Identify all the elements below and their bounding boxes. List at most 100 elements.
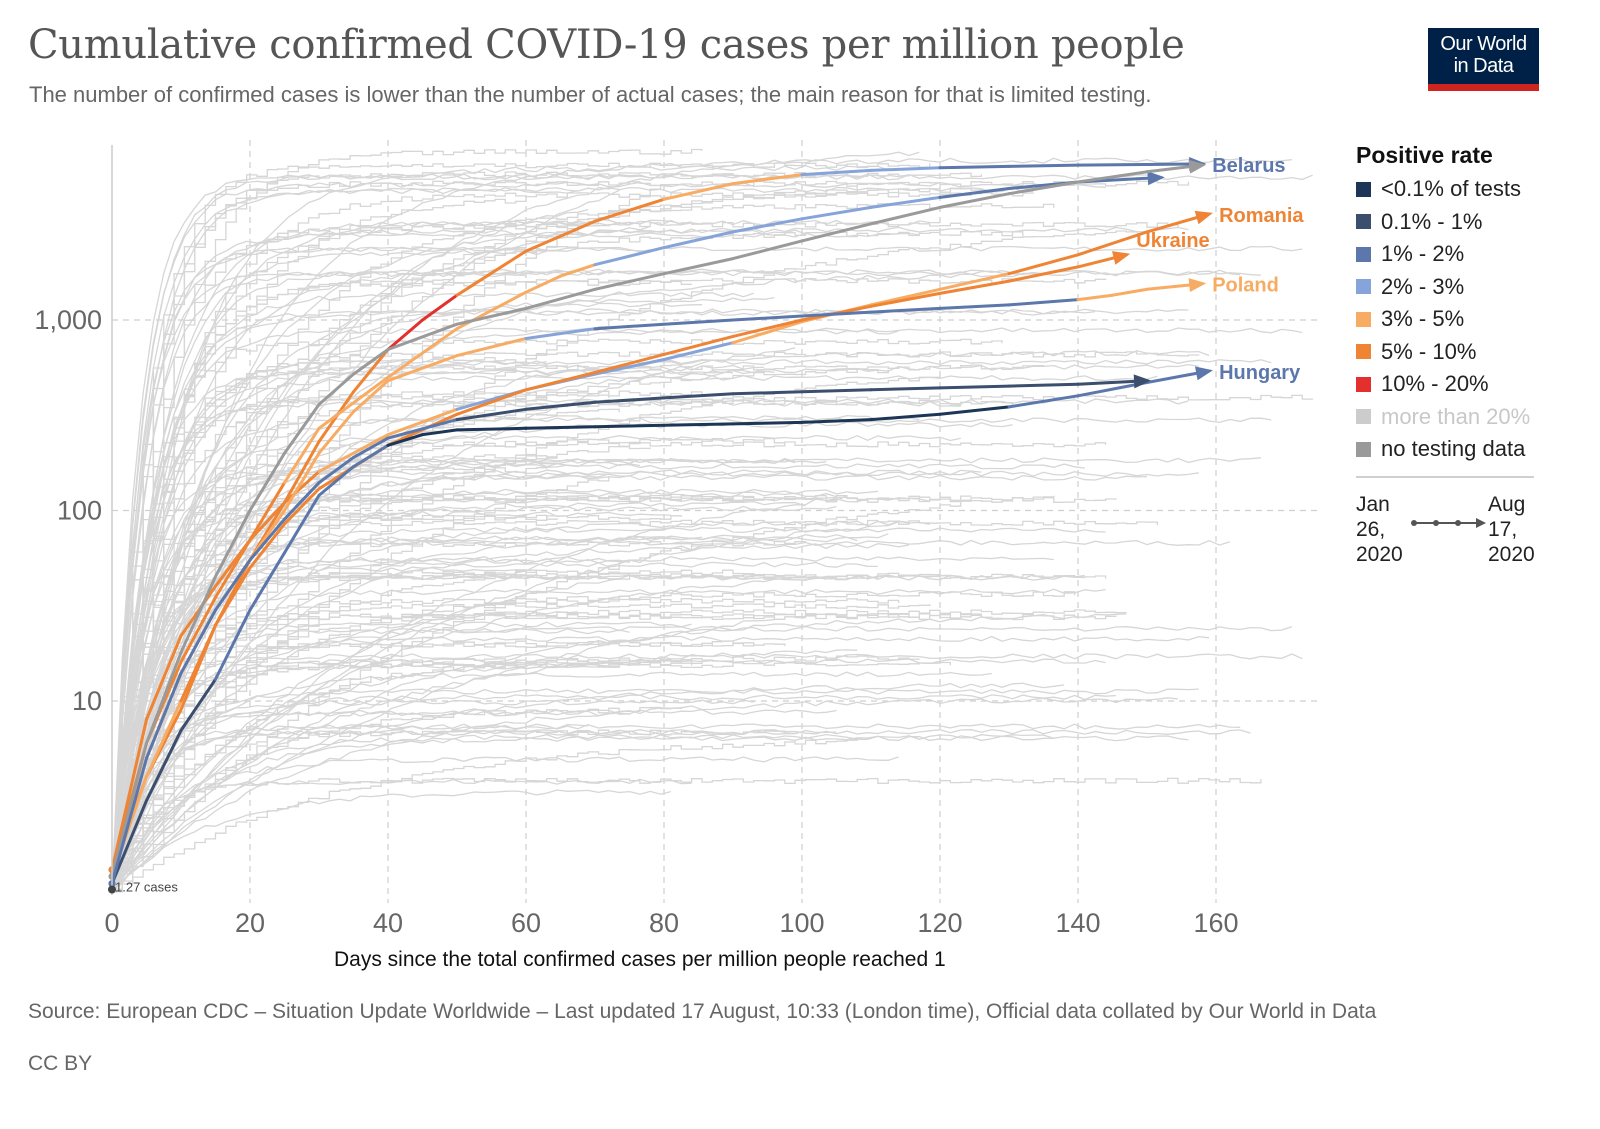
- background-country-line: [112, 280, 693, 893]
- background-country-line: [112, 466, 548, 891]
- series-segment: [386, 418, 459, 440]
- series-segment: [1007, 163, 1080, 168]
- background-country-line: [112, 162, 931, 893]
- background-country-line: [111, 778, 692, 892]
- series-label-romania[interactable]: Romania: [1219, 205, 1304, 227]
- series-segment: [731, 314, 804, 322]
- background-country-line: [111, 374, 1158, 892]
- background-country-line: [111, 369, 734, 892]
- background-country-line: [112, 230, 1024, 893]
- legend-item[interactable]: more than 20%: [1356, 401, 1546, 434]
- timeline-start-date[interactable]: Jan 26, 2020: [1356, 492, 1403, 566]
- background-country-line: [111, 649, 858, 892]
- background-country-line: [112, 394, 1314, 893]
- background-country-line: [111, 469, 982, 892]
- legend-item[interactable]: 2% - 3%: [1356, 271, 1546, 304]
- series-segment: [800, 388, 873, 394]
- series-segment: [283, 451, 321, 512]
- background-country-line: [111, 291, 754, 892]
- legend-item[interactable]: no testing data: [1356, 433, 1546, 466]
- series-label-belarus[interactable]: Belarus: [1212, 155, 1285, 177]
- background-country-line: [111, 270, 1261, 892]
- series-segment: [283, 487, 321, 526]
- background-country-line: [111, 756, 899, 892]
- legend-item[interactable]: 10% - 20%: [1356, 368, 1546, 401]
- series-segment: [386, 433, 424, 447]
- series-segment: [386, 318, 424, 351]
- background-country-line: [111, 578, 620, 892]
- timeline-end-date[interactable]: Aug 17, 2020: [1488, 492, 1535, 566]
- background-country-line: [111, 327, 1303, 892]
- background-country-line: [112, 224, 579, 890]
- legend-swatch: [1356, 181, 1371, 197]
- background-country-line: [112, 408, 620, 893]
- series-segment: [662, 334, 735, 356]
- background-country-line: [111, 663, 620, 890]
- series-segment: [283, 440, 321, 505]
- series-segment: [938, 187, 1011, 199]
- series-segment: [731, 320, 804, 345]
- background-country-line: [111, 576, 827, 891]
- series-segment: [593, 246, 666, 267]
- legend-item[interactable]: 3% - 5%: [1356, 303, 1546, 336]
- series-segment: [869, 205, 942, 226]
- license-note: CC BY: [28, 1052, 93, 1075]
- background-country-line: [112, 180, 1190, 893]
- background-country-line: [111, 457, 1261, 892]
- background-country-line: [111, 671, 992, 892]
- series-segment: [869, 195, 942, 209]
- series-segment: [524, 371, 597, 392]
- background-country-line: [112, 612, 983, 893]
- y-tick-label: 1,000: [34, 305, 102, 335]
- legend-swatch: [1356, 409, 1371, 425]
- series-arrowhead: [1194, 210, 1213, 225]
- series-segment: [214, 566, 252, 627]
- start-annotation: 1.27 cases: [115, 880, 178, 895]
- series-segment: [283, 493, 321, 555]
- legend-item[interactable]: 0.1% - 1%: [1356, 206, 1546, 239]
- legend-label: 2% - 3%: [1381, 273, 1465, 299]
- series-segment: [524, 287, 597, 310]
- x-tick-label: 0: [104, 908, 119, 938]
- y-tick-label: 10: [72, 686, 102, 716]
- legend-item[interactable]: <0.1% of tests: [1356, 173, 1546, 206]
- series-segment: [1007, 382, 1080, 388]
- legend-item[interactable]: 5% - 10%: [1356, 336, 1546, 369]
- series-segment: [145, 634, 183, 721]
- series-segment: [800, 168, 873, 177]
- series-segment: [283, 426, 321, 485]
- series-line[interactable]: [108, 159, 1207, 880]
- timeline-range[interactable]: Jan 26, 2020 Aug 17, 2020: [1356, 492, 1546, 572]
- series-segment: [524, 274, 562, 294]
- series-segment: [110, 799, 148, 886]
- legend-swatch: [1356, 441, 1371, 457]
- chart-title: Cumulative confirmed COVID-19 cases per …: [28, 22, 1185, 68]
- series-segment: [593, 358, 666, 376]
- series-label-ukraine[interactable]: Ukraine: [1136, 230, 1209, 252]
- series-segment: [938, 279, 1011, 295]
- series-line-hungary[interactable]: [108, 366, 1214, 888]
- background-country-line: [112, 655, 920, 892]
- owid-logo[interactable]: Our World in Data: [1428, 28, 1539, 91]
- series-segment: [386, 407, 459, 437]
- series-segment: [455, 306, 528, 326]
- series-segment: [869, 306, 942, 314]
- series-segment: [248, 481, 286, 542]
- start-point-marker: [108, 885, 116, 894]
- source-note: Source: European CDC – Situation Update …: [28, 1000, 1377, 1023]
- legend-label: 1% - 2%: [1381, 241, 1465, 267]
- series-segment: [731, 173, 804, 186]
- series-label-poland[interactable]: Poland: [1212, 275, 1279, 297]
- series-segment: [455, 249, 528, 297]
- legend-divider: [1356, 475, 1534, 478]
- series-label-hungary[interactable]: Hungary: [1219, 362, 1301, 384]
- legend-item[interactable]: 1% - 2%: [1356, 238, 1546, 271]
- background-country-line: [111, 618, 775, 892]
- series-segment: [662, 230, 735, 250]
- background-country-line: [111, 789, 672, 892]
- series-line[interactable]: [108, 374, 1152, 888]
- series-line-romania[interactable]: [108, 210, 1213, 874]
- background-country-line: [111, 434, 961, 892]
- series-segment: [593, 423, 666, 429]
- series-segment: [662, 422, 735, 427]
